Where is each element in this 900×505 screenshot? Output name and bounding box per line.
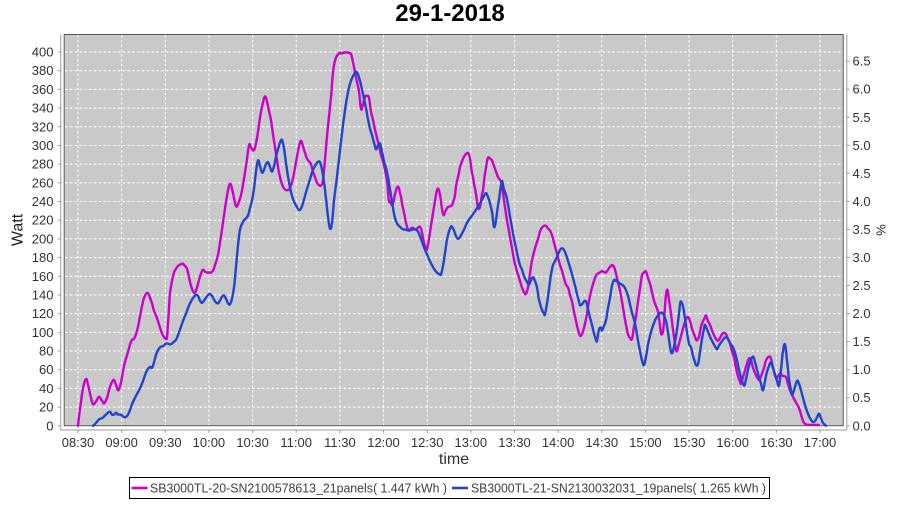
svg-text:120: 120	[32, 306, 54, 321]
svg-text:60: 60	[39, 362, 53, 377]
svg-text:20: 20	[39, 400, 53, 415]
svg-text:0.0: 0.0	[853, 418, 871, 433]
svg-text:09:00: 09:00	[105, 435, 138, 450]
svg-text:16:00: 16:00	[716, 435, 749, 450]
svg-text:100: 100	[32, 325, 54, 340]
svg-text:320: 320	[32, 119, 54, 134]
svg-text:0.5: 0.5	[853, 390, 871, 405]
svg-text:220: 220	[32, 213, 54, 228]
svg-text:SB3000TL-21-SN2130032031_19pan: SB3000TL-21-SN2130032031_19panels( 1.265…	[471, 481, 766, 496]
svg-text:3.0: 3.0	[853, 250, 871, 265]
svg-text:12:30: 12:30	[411, 435, 444, 450]
svg-text:12:00: 12:00	[367, 435, 400, 450]
svg-text:09:30: 09:30	[149, 435, 182, 450]
svg-text:10:30: 10:30	[236, 435, 269, 450]
svg-text:180: 180	[32, 250, 54, 265]
svg-text:2.0: 2.0	[853, 306, 871, 321]
svg-text:11:30: 11:30	[324, 435, 356, 450]
svg-text:80: 80	[39, 344, 53, 359]
svg-text:360: 360	[32, 82, 54, 97]
svg-text:17:00: 17:00	[804, 435, 837, 450]
svg-text:6.0: 6.0	[853, 82, 871, 97]
svg-text:13:00: 13:00	[455, 435, 488, 450]
svg-text:260: 260	[32, 175, 54, 190]
svg-text:1.5: 1.5	[853, 334, 871, 349]
svg-text:1.0: 1.0	[853, 362, 871, 377]
svg-text:29-1-2018: 29-1-2018	[395, 0, 504, 27]
svg-text:280: 280	[32, 157, 54, 172]
svg-text:300: 300	[32, 138, 54, 153]
svg-text:%: %	[874, 224, 889, 236]
svg-text:160: 160	[32, 269, 54, 284]
svg-text:13:30: 13:30	[498, 435, 531, 450]
svg-text:15:30: 15:30	[673, 435, 706, 450]
svg-text:time: time	[439, 451, 469, 468]
svg-text:10:00: 10:00	[193, 435, 226, 450]
svg-text:SB3000TL-20-SN2100578613_21pan: SB3000TL-20-SN2100578613_21panels( 1.447…	[150, 481, 447, 496]
svg-text:400: 400	[32, 45, 54, 60]
svg-text:40: 40	[39, 381, 53, 396]
svg-text:6.5: 6.5	[853, 54, 871, 69]
svg-text:08:30: 08:30	[62, 435, 95, 450]
svg-text:15:00: 15:00	[629, 435, 662, 450]
svg-text:340: 340	[32, 101, 54, 116]
svg-text:5.5: 5.5	[853, 110, 871, 125]
svg-text:380: 380	[32, 63, 54, 78]
svg-text:4.5: 4.5	[853, 166, 871, 181]
svg-text:Watt: Watt	[10, 213, 27, 246]
svg-text:5.0: 5.0	[853, 138, 871, 153]
svg-text:16:30: 16:30	[760, 435, 793, 450]
svg-text:14:00: 14:00	[542, 435, 575, 450]
svg-text:14:30: 14:30	[586, 435, 619, 450]
svg-text:140: 140	[32, 288, 54, 303]
svg-text:4.0: 4.0	[853, 194, 871, 209]
svg-text:2.5: 2.5	[853, 278, 871, 293]
svg-text:200: 200	[32, 231, 54, 246]
svg-text:11:00: 11:00	[280, 435, 312, 450]
svg-text:3.5: 3.5	[853, 222, 871, 237]
svg-text:0: 0	[46, 418, 53, 433]
svg-text:240: 240	[32, 194, 54, 209]
